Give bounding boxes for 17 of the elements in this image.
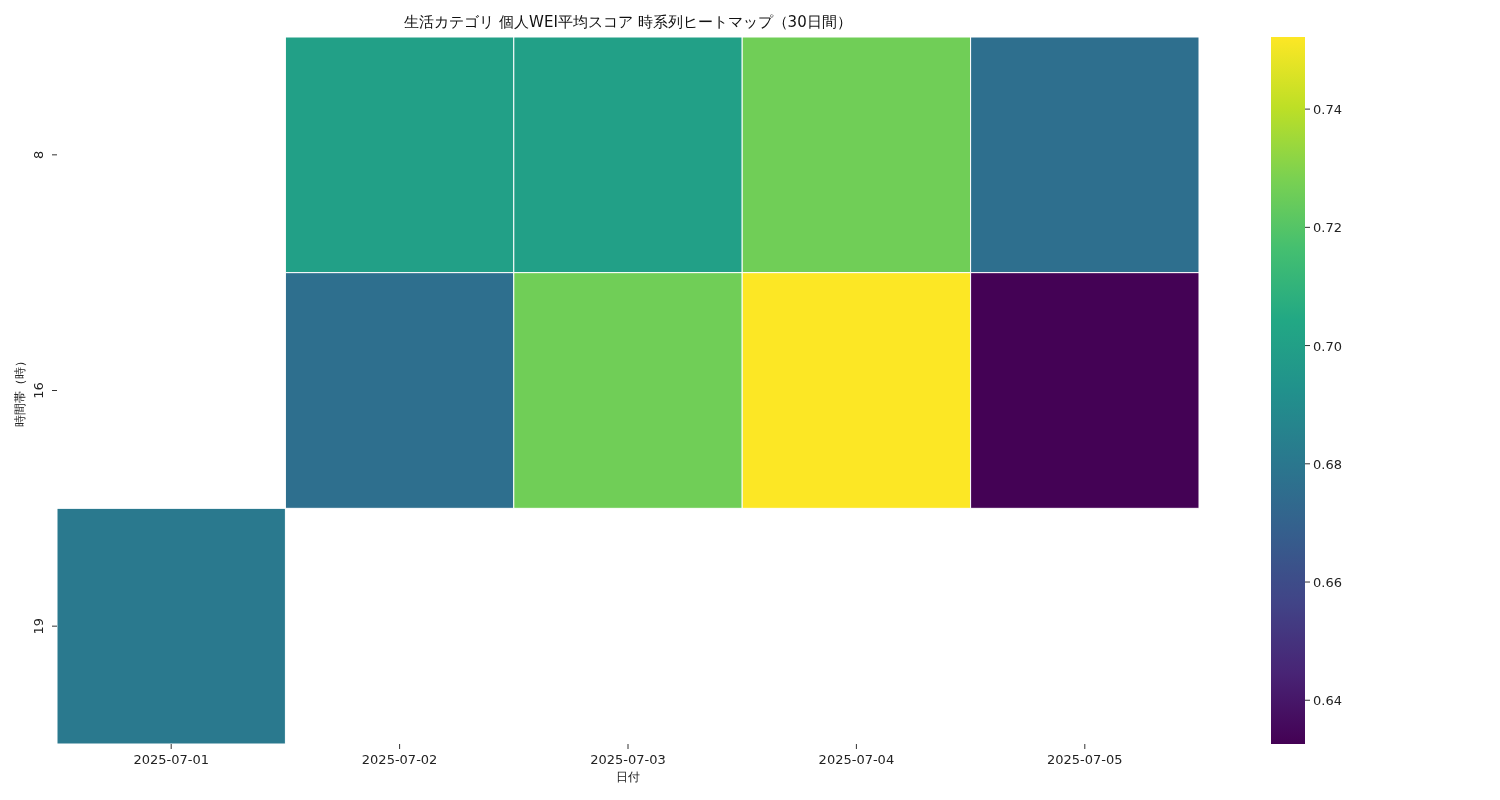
color-bar-label: 0.64	[1313, 693, 1342, 709]
x-tick-label: 2025-07-03	[590, 752, 666, 767]
y-tick-label: 19	[31, 617, 46, 635]
color-bar-label: 0.72	[1313, 220, 1342, 236]
x-axis-title: 日付	[616, 770, 640, 784]
x-tick-label: 2025-07-01	[133, 752, 209, 767]
color-bar-label: 0.66	[1313, 575, 1342, 591]
y-tick-label: 16	[31, 382, 46, 399]
chart-title: 生活カテゴリ 個人WEI平均スコア 時系列ヒートマップ（30日間）	[404, 13, 852, 31]
y-tick-label: 8	[31, 150, 46, 159]
x-tick-label: 2025-07-02	[361, 752, 438, 767]
x-tick-label: 2025-07-04	[818, 752, 895, 767]
color-bar-label: 0.68	[1313, 456, 1342, 472]
color-bar-label: 0.70	[1313, 338, 1342, 354]
x-tick-label: 2025-07-05	[1047, 752, 1123, 767]
y-axis-title: 時間帯（時）	[13, 354, 27, 427]
color-bar-label: 0.74	[1313, 102, 1342, 118]
